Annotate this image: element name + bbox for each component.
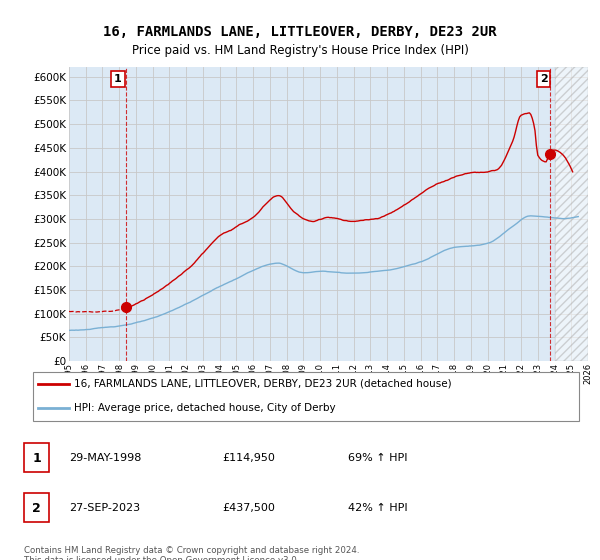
Text: 16, FARMLANDS LANE, LITTLEOVER, DERBY, DE23 2UR: 16, FARMLANDS LANE, LITTLEOVER, DERBY, D…: [103, 25, 497, 39]
Text: HPI: Average price, detached house, City of Derby: HPI: Average price, detached house, City…: [74, 403, 336, 413]
Text: 27-SEP-2023: 27-SEP-2023: [69, 503, 140, 514]
Text: £437,500: £437,500: [222, 503, 275, 514]
Text: 69% ↑ HPI: 69% ↑ HPI: [348, 453, 407, 463]
Text: Price paid vs. HM Land Registry's House Price Index (HPI): Price paid vs. HM Land Registry's House …: [131, 44, 469, 57]
Text: 16, FARMLANDS LANE, LITTLEOVER, DERBY, DE23 2UR (detached house): 16, FARMLANDS LANE, LITTLEOVER, DERBY, D…: [74, 379, 452, 389]
Text: 42% ↑ HPI: 42% ↑ HPI: [348, 503, 407, 514]
Text: 2: 2: [540, 74, 548, 84]
Text: 1: 1: [114, 74, 122, 84]
Text: 29-MAY-1998: 29-MAY-1998: [69, 453, 142, 463]
Text: £114,950: £114,950: [222, 453, 275, 463]
FancyBboxPatch shape: [33, 372, 579, 421]
Text: Contains HM Land Registry data © Crown copyright and database right 2024.
This d: Contains HM Land Registry data © Crown c…: [24, 546, 359, 560]
Text: 2: 2: [32, 502, 41, 515]
Text: 1: 1: [32, 451, 41, 465]
